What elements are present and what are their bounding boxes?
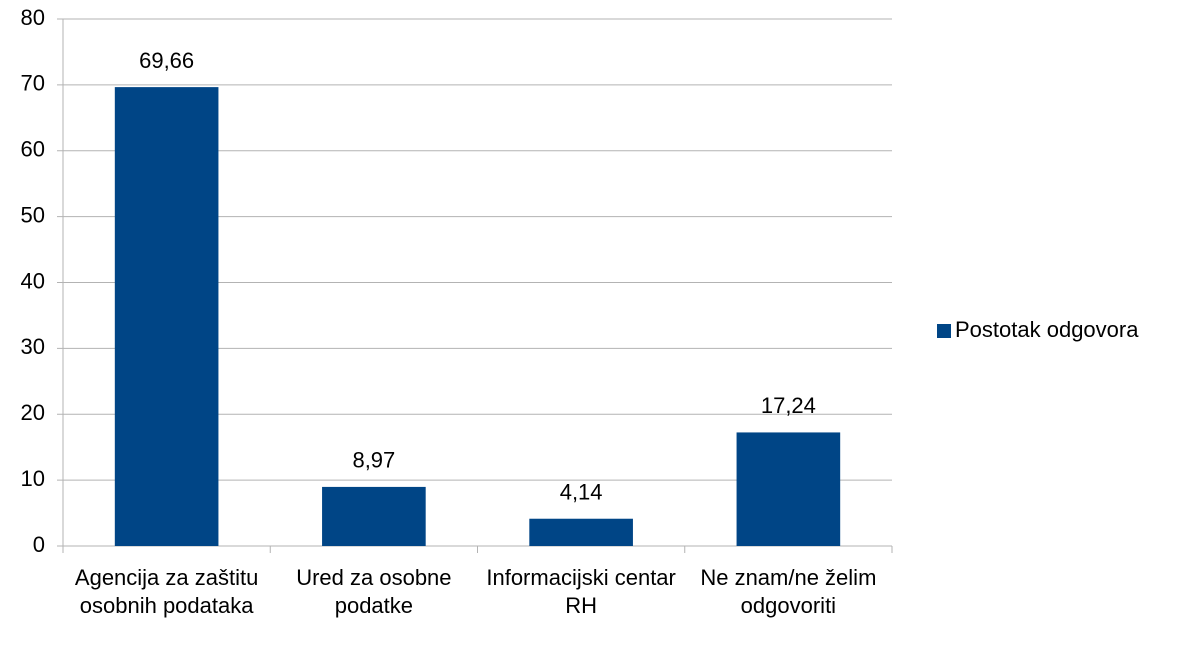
x-tick-label: Ne znam/ne želim odgovoriti: [700, 565, 877, 618]
y-tick-label: 60: [21, 137, 45, 162]
y-tick-label: 80: [21, 5, 45, 30]
x-tick-label: Ured za osobne podatke: [296, 565, 452, 618]
value-label: 69,66: [139, 48, 194, 73]
legend-swatch: [937, 324, 951, 338]
bar: [322, 486, 426, 546]
bar: [736, 432, 841, 546]
y-tick-label: 30: [21, 334, 45, 359]
bar: [114, 87, 219, 547]
y-tick-label: 70: [21, 71, 45, 96]
value-label: 8,97: [352, 448, 395, 473]
y-tick-label: 0: [33, 532, 45, 557]
y-tick-label: 20: [21, 400, 45, 425]
legend-label: Postotak odgovora: [955, 317, 1139, 342]
y-tick-label: 50: [21, 202, 45, 227]
bar: [529, 518, 633, 546]
value-label: 4,14: [560, 480, 603, 505]
value-label: 17,24: [761, 393, 816, 418]
y-tick-label: 10: [21, 466, 45, 491]
x-tick-label: Agencija za zaštitu osobnih podataka: [74, 565, 259, 618]
y-tick-label: 40: [21, 268, 45, 293]
x-tick-label: Informacijski centar RH: [486, 565, 676, 618]
